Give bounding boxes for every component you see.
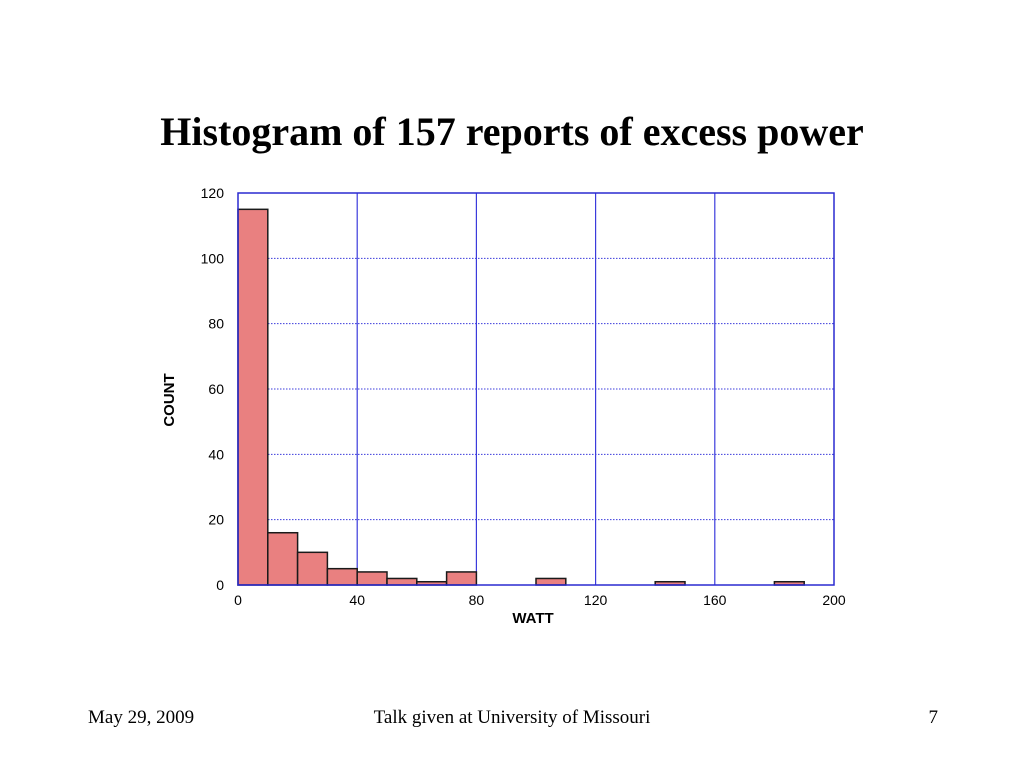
x-tick-label: 120 bbox=[584, 592, 608, 608]
y-tick-label: 60 bbox=[208, 381, 224, 397]
x-tick-label: 0 bbox=[234, 592, 242, 608]
grid-lines bbox=[238, 193, 834, 585]
histogram-bar bbox=[296, 551, 329, 586]
histogram-bar bbox=[386, 577, 418, 586]
footer-talk-info: Talk given at University of Missouri bbox=[373, 707, 651, 728]
x-tick-label: 200 bbox=[822, 592, 846, 608]
histogram-bar bbox=[535, 577, 567, 586]
y-tick-label: 20 bbox=[208, 512, 224, 528]
histogram-chart: 0 20 40 60 80 100 120 0 40 80 120 160 200 WATT COUNT bbox=[150, 180, 870, 630]
histogram-bar bbox=[445, 571, 478, 586]
histogram-bar bbox=[267, 531, 299, 586]
y-tick-label: 100 bbox=[201, 250, 225, 266]
y-tick-label: 0 bbox=[216, 577, 224, 593]
x-tick-label: 40 bbox=[349, 592, 365, 608]
tick-labels: 0 20 40 60 80 100 120 0 40 80 120 160 200 bbox=[201, 185, 846, 608]
x-axis-label: WATT bbox=[512, 610, 553, 627]
histogram-svg: 0 20 40 60 80 100 120 0 40 80 120 160 200 WATT COUNT bbox=[161, 185, 846, 627]
y-tick-label: 40 bbox=[208, 446, 224, 462]
y-tick-label: 120 bbox=[201, 185, 225, 201]
y-axis-label: COUNT bbox=[161, 373, 178, 426]
histogram-bar bbox=[326, 567, 358, 586]
page-number: 7 bbox=[928, 707, 939, 728]
histogram-bar bbox=[237, 208, 269, 586]
y-tick-label: 80 bbox=[208, 316, 224, 332]
slide-title: Histogram of 157 reports of excess power bbox=[160, 109, 864, 154]
plot-frame bbox=[237, 192, 835, 586]
histogram-bar bbox=[356, 571, 388, 586]
x-tick-label: 160 bbox=[703, 592, 727, 608]
x-tick-label: 80 bbox=[469, 592, 485, 608]
footer-date: May 29, 2009 bbox=[88, 707, 195, 728]
